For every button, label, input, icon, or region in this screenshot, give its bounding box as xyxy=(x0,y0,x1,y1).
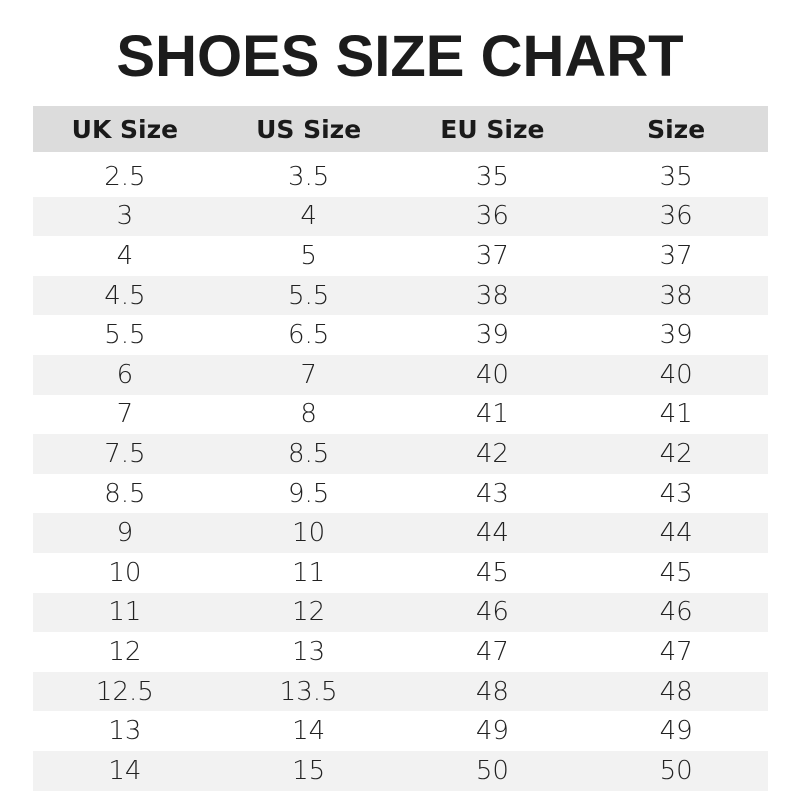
table-cell: 41 xyxy=(659,399,693,430)
table-cell: 13 xyxy=(108,716,142,747)
table-cell: 10 xyxy=(108,557,142,588)
table-cell: 13.5 xyxy=(279,676,338,707)
table-cell: 35 xyxy=(659,161,693,192)
table-cell: 8 xyxy=(300,399,317,430)
table-cell: 42 xyxy=(659,438,693,469)
table-body: 2.5 3.5 35 35 3 4 36 36 4 5 37 37 4.5 5.5 38 38 5.5 6.5 39… xyxy=(33,157,768,791)
table-cell: 9 xyxy=(116,518,134,549)
table-cell: 38 xyxy=(659,280,693,311)
table-cell: 10 xyxy=(292,518,326,549)
table-row: 13 14 49 49 xyxy=(33,711,768,751)
table-cell: 4 xyxy=(300,201,317,232)
column-header: UK Size xyxy=(71,114,179,144)
table-row: 8.5 9.5 43 43 xyxy=(33,474,768,514)
table-cell: 39 xyxy=(659,320,693,351)
size-table: UK Size US Size EU Size Size 2.5 3.5 35 35 3 4 36… xyxy=(33,106,768,791)
table-cell: 9.5 xyxy=(287,478,330,509)
table-cell: 4 xyxy=(116,240,134,271)
table-cell: 37 xyxy=(475,240,509,271)
table-cell: 12 xyxy=(292,597,326,628)
table-row: 7 8 41 41 xyxy=(33,395,768,435)
table-cell: 44 xyxy=(659,518,693,549)
table-cell: 47 xyxy=(659,636,693,667)
table-cell: 48 xyxy=(659,676,693,707)
table-cell: 43 xyxy=(659,478,693,509)
table-cell: 8.5 xyxy=(287,438,330,469)
table-cell: 12 xyxy=(108,636,142,667)
table-cell: 8.5 xyxy=(104,478,146,509)
table-cell: 41 xyxy=(475,399,509,430)
table-row: 12 13 47 47 xyxy=(33,632,768,672)
table-header: UK Size US Size EU Size Size xyxy=(33,106,768,152)
table-cell: 50 xyxy=(659,755,693,786)
table-cell: 6.5 xyxy=(287,320,330,351)
column-header: US Size xyxy=(256,114,362,144)
table-cell: 49 xyxy=(475,716,509,747)
table-row: 11 12 46 46 xyxy=(33,592,768,633)
table-cell: 45 xyxy=(475,557,509,588)
table-cell: 7 xyxy=(116,399,134,430)
table-row: 6 7 40 40 xyxy=(33,354,768,395)
table-cell: 5.5 xyxy=(104,320,146,351)
page-title: SHOES SIZE CHART xyxy=(116,24,684,89)
table-cell: 12.5 xyxy=(95,676,154,707)
table-cell: 4.5 xyxy=(104,280,146,311)
table-cell: 11 xyxy=(292,557,326,588)
table-cell: 11 xyxy=(108,597,142,628)
table-row: 10 11 45 45 xyxy=(33,553,768,593)
table-row: 5.5 6.5 39 39 xyxy=(33,315,768,355)
table-row: 3 4 36 36 xyxy=(33,196,768,237)
table-cell: 3 xyxy=(116,201,134,232)
table-cell: 36 xyxy=(659,201,693,232)
table-cell: 39 xyxy=(475,320,509,351)
table-cell: 48 xyxy=(475,676,509,707)
table-cell: 40 xyxy=(659,359,693,390)
table-cell: 35 xyxy=(475,161,509,192)
table-cell: 40 xyxy=(475,359,509,390)
table-cell: 15 xyxy=(292,755,326,786)
table-cell: 46 xyxy=(659,597,693,628)
table-cell: 2.5 xyxy=(104,161,146,192)
column-header: EU Size xyxy=(440,114,545,144)
table-cell: 36 xyxy=(475,201,509,232)
table-row: 7.5 8.5 42 42 xyxy=(33,434,768,474)
table-cell: 50 xyxy=(475,755,509,786)
table-row: 12.5 13.5 48 48 xyxy=(33,671,768,712)
table-cell: 6 xyxy=(116,359,134,390)
table-cell: 49 xyxy=(659,716,693,747)
table-cell: 13 xyxy=(292,636,326,667)
table-row: 4 5 37 37 xyxy=(33,236,768,276)
table-row: 9 10 44 44 xyxy=(33,513,768,553)
table-row: 2.5 3.5 35 35 xyxy=(33,157,768,197)
table-cell: 14 xyxy=(108,755,142,786)
table-cell: 46 xyxy=(475,597,509,628)
table-cell: 42 xyxy=(475,438,509,469)
table-cell: 44 xyxy=(475,518,509,549)
table-cell: 7.5 xyxy=(104,438,146,469)
table-row: 14 15 50 50 xyxy=(33,750,768,791)
table-cell: 14 xyxy=(292,716,326,747)
table-cell: 45 xyxy=(659,557,693,588)
table-cell: 47 xyxy=(475,636,509,667)
table-cell: 43 xyxy=(475,478,509,509)
column-header: Size xyxy=(647,114,706,144)
table-row: 4.5 5.5 38 38 xyxy=(33,275,768,316)
table-cell: 5.5 xyxy=(287,280,330,311)
table-cell: 3.5 xyxy=(287,161,330,192)
table-cell: 5 xyxy=(300,240,317,271)
table-cell: 38 xyxy=(475,280,509,311)
table-cell: 7 xyxy=(300,359,317,390)
table-cell: 37 xyxy=(659,240,693,271)
